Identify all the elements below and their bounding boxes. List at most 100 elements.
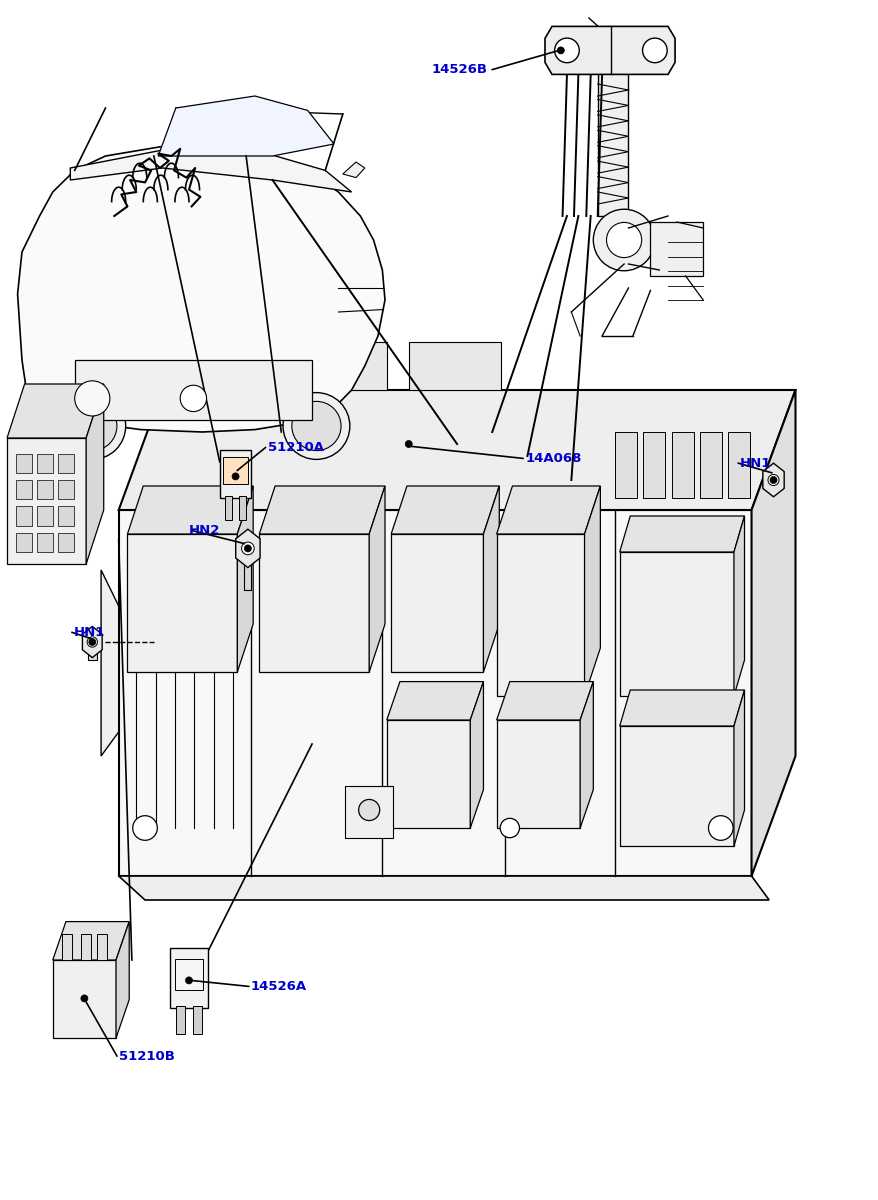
Bar: [169, 948, 208, 1008]
Text: HN1: HN1: [739, 457, 771, 469]
Bar: [474, 602, 507, 648]
Polygon shape: [18, 146, 385, 432]
Polygon shape: [496, 486, 600, 534]
Bar: [608, 511, 641, 557]
Bar: [16, 533, 32, 552]
Bar: [608, 602, 641, 648]
Circle shape: [133, 816, 157, 840]
Polygon shape: [386, 720, 470, 828]
Bar: [220, 450, 251, 498]
Bar: [628, 602, 647, 648]
Bar: [225, 496, 232, 520]
Bar: [16, 454, 32, 473]
Circle shape: [642, 38, 666, 62]
Bar: [58, 454, 74, 473]
Bar: [37, 506, 53, 526]
Circle shape: [81, 995, 88, 1002]
Bar: [597, 72, 628, 216]
Polygon shape: [259, 534, 369, 672]
Polygon shape: [53, 960, 116, 1038]
Polygon shape: [127, 534, 237, 672]
Bar: [650, 222, 702, 276]
Polygon shape: [619, 690, 744, 726]
Bar: [16, 506, 32, 526]
Polygon shape: [7, 438, 86, 564]
Text: 14526B: 14526B: [431, 64, 487, 76]
Polygon shape: [584, 486, 600, 696]
Bar: [239, 496, 246, 520]
Bar: [677, 734, 696, 780]
Polygon shape: [619, 726, 733, 846]
Polygon shape: [544, 26, 674, 74]
Bar: [541, 420, 574, 466]
Bar: [628, 734, 647, 780]
Polygon shape: [391, 486, 499, 534]
Polygon shape: [619, 516, 744, 552]
Polygon shape: [70, 150, 351, 192]
Polygon shape: [391, 534, 483, 672]
Polygon shape: [579, 682, 593, 828]
Text: 51210B: 51210B: [119, 1050, 175, 1062]
Bar: [702, 602, 721, 648]
Bar: [727, 432, 749, 498]
Polygon shape: [119, 390, 795, 510]
Bar: [244, 547, 251, 590]
Bar: [37, 533, 53, 552]
Polygon shape: [496, 720, 579, 828]
Bar: [176, 1006, 184, 1034]
Bar: [75, 360, 312, 420]
Circle shape: [59, 392, 126, 460]
Bar: [81, 934, 91, 960]
Polygon shape: [733, 516, 744, 696]
Bar: [652, 668, 672, 714]
Bar: [574, 557, 608, 602]
Bar: [615, 432, 637, 498]
Circle shape: [232, 473, 239, 480]
Polygon shape: [619, 552, 733, 696]
Polygon shape: [119, 876, 768, 900]
Bar: [58, 533, 74, 552]
Bar: [58, 506, 74, 526]
Text: HN1: HN1: [74, 626, 105, 638]
Text: 51210A: 51210A: [268, 442, 324, 454]
Polygon shape: [83, 626, 102, 658]
Circle shape: [185, 977, 192, 984]
Circle shape: [75, 380, 110, 416]
Circle shape: [606, 222, 641, 258]
Polygon shape: [158, 96, 334, 156]
Bar: [223, 457, 248, 484]
Bar: [16, 480, 32, 499]
Bar: [652, 734, 672, 780]
Polygon shape: [235, 529, 260, 568]
Circle shape: [405, 440, 412, 448]
Circle shape: [554, 38, 579, 62]
Bar: [541, 511, 574, 557]
Bar: [88, 636, 97, 660]
Circle shape: [291, 401, 341, 451]
Bar: [507, 557, 541, 602]
Bar: [58, 480, 74, 499]
Text: HN2: HN2: [189, 524, 220, 536]
Circle shape: [283, 392, 349, 460]
Bar: [193, 1006, 202, 1034]
Bar: [97, 934, 107, 960]
Bar: [175, 959, 203, 990]
Polygon shape: [751, 390, 795, 876]
Polygon shape: [344, 786, 392, 838]
Polygon shape: [483, 486, 499, 672]
Polygon shape: [237, 486, 253, 672]
Text: 14526A: 14526A: [250, 980, 306, 992]
Text: 14A068: 14A068: [525, 452, 581, 464]
Circle shape: [708, 816, 732, 840]
Bar: [702, 734, 721, 780]
Bar: [541, 602, 574, 648]
Polygon shape: [733, 690, 744, 846]
Bar: [643, 432, 665, 498]
Polygon shape: [116, 922, 129, 1038]
Polygon shape: [386, 682, 483, 720]
Polygon shape: [496, 682, 593, 720]
Bar: [507, 466, 541, 511]
Bar: [628, 668, 647, 714]
Bar: [61, 934, 72, 960]
Circle shape: [89, 638, 96, 646]
